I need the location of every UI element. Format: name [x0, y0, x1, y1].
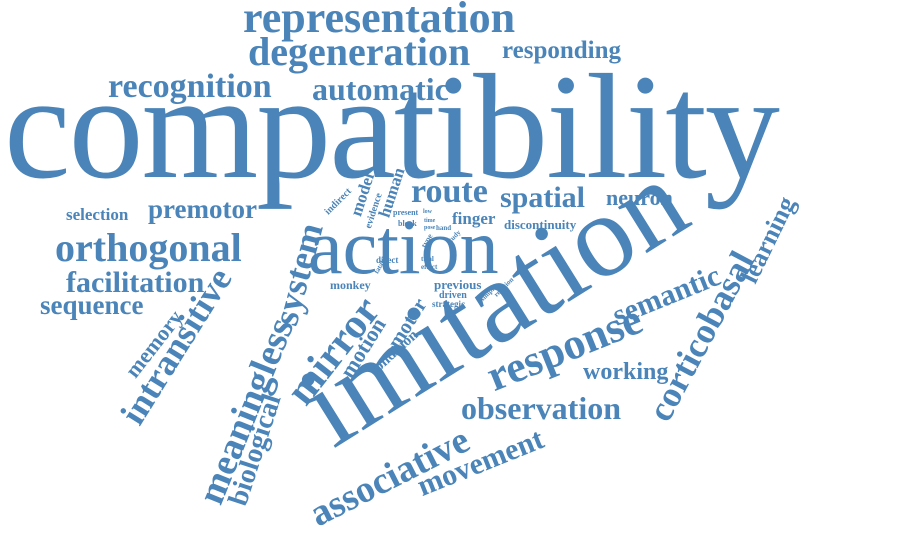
word-route: route: [411, 173, 488, 210]
word-spatial: spatial: [500, 181, 586, 214]
word-trial: trial: [421, 255, 434, 263]
word-hand: hand: [436, 224, 452, 232]
word-finger: finger: [452, 209, 496, 228]
word-pose: pose: [424, 225, 436, 231]
word-block: block: [398, 219, 417, 228]
word-orthogonal: orthogonal: [55, 225, 242, 270]
word-previous: previous: [434, 277, 482, 292]
word-automatic: automatic: [312, 71, 449, 107]
word-observation: observation: [461, 390, 621, 426]
word-action: action: [308, 203, 499, 290]
word-premotor: premotor: [148, 194, 257, 224]
word-effect: effect: [421, 263, 438, 271]
word-compatibility: compatibility: [4, 44, 780, 210]
word-facilitation: facilitation: [66, 266, 205, 299]
word-selection: selection: [66, 205, 129, 224]
word-representation: representation: [243, 0, 516, 42]
word-sequence: sequence: [40, 290, 144, 320]
word-direct: direct: [376, 255, 399, 265]
word-strategic: strategic: [432, 299, 465, 309]
word-driven: driven: [439, 290, 467, 301]
word-responding: responding: [502, 37, 622, 64]
word-recognition: recognition: [108, 68, 272, 105]
word-low: low: [423, 209, 432, 215]
word-discontinuity: discontinuity: [504, 217, 577, 232]
word-degeneration: degeneration: [248, 29, 471, 74]
word-time: time: [424, 218, 436, 224]
word-working: working: [583, 359, 669, 385]
word-present: present: [393, 208, 419, 217]
word-neuron: neuron: [606, 185, 673, 210]
word-monkey: monkey: [330, 278, 371, 292]
